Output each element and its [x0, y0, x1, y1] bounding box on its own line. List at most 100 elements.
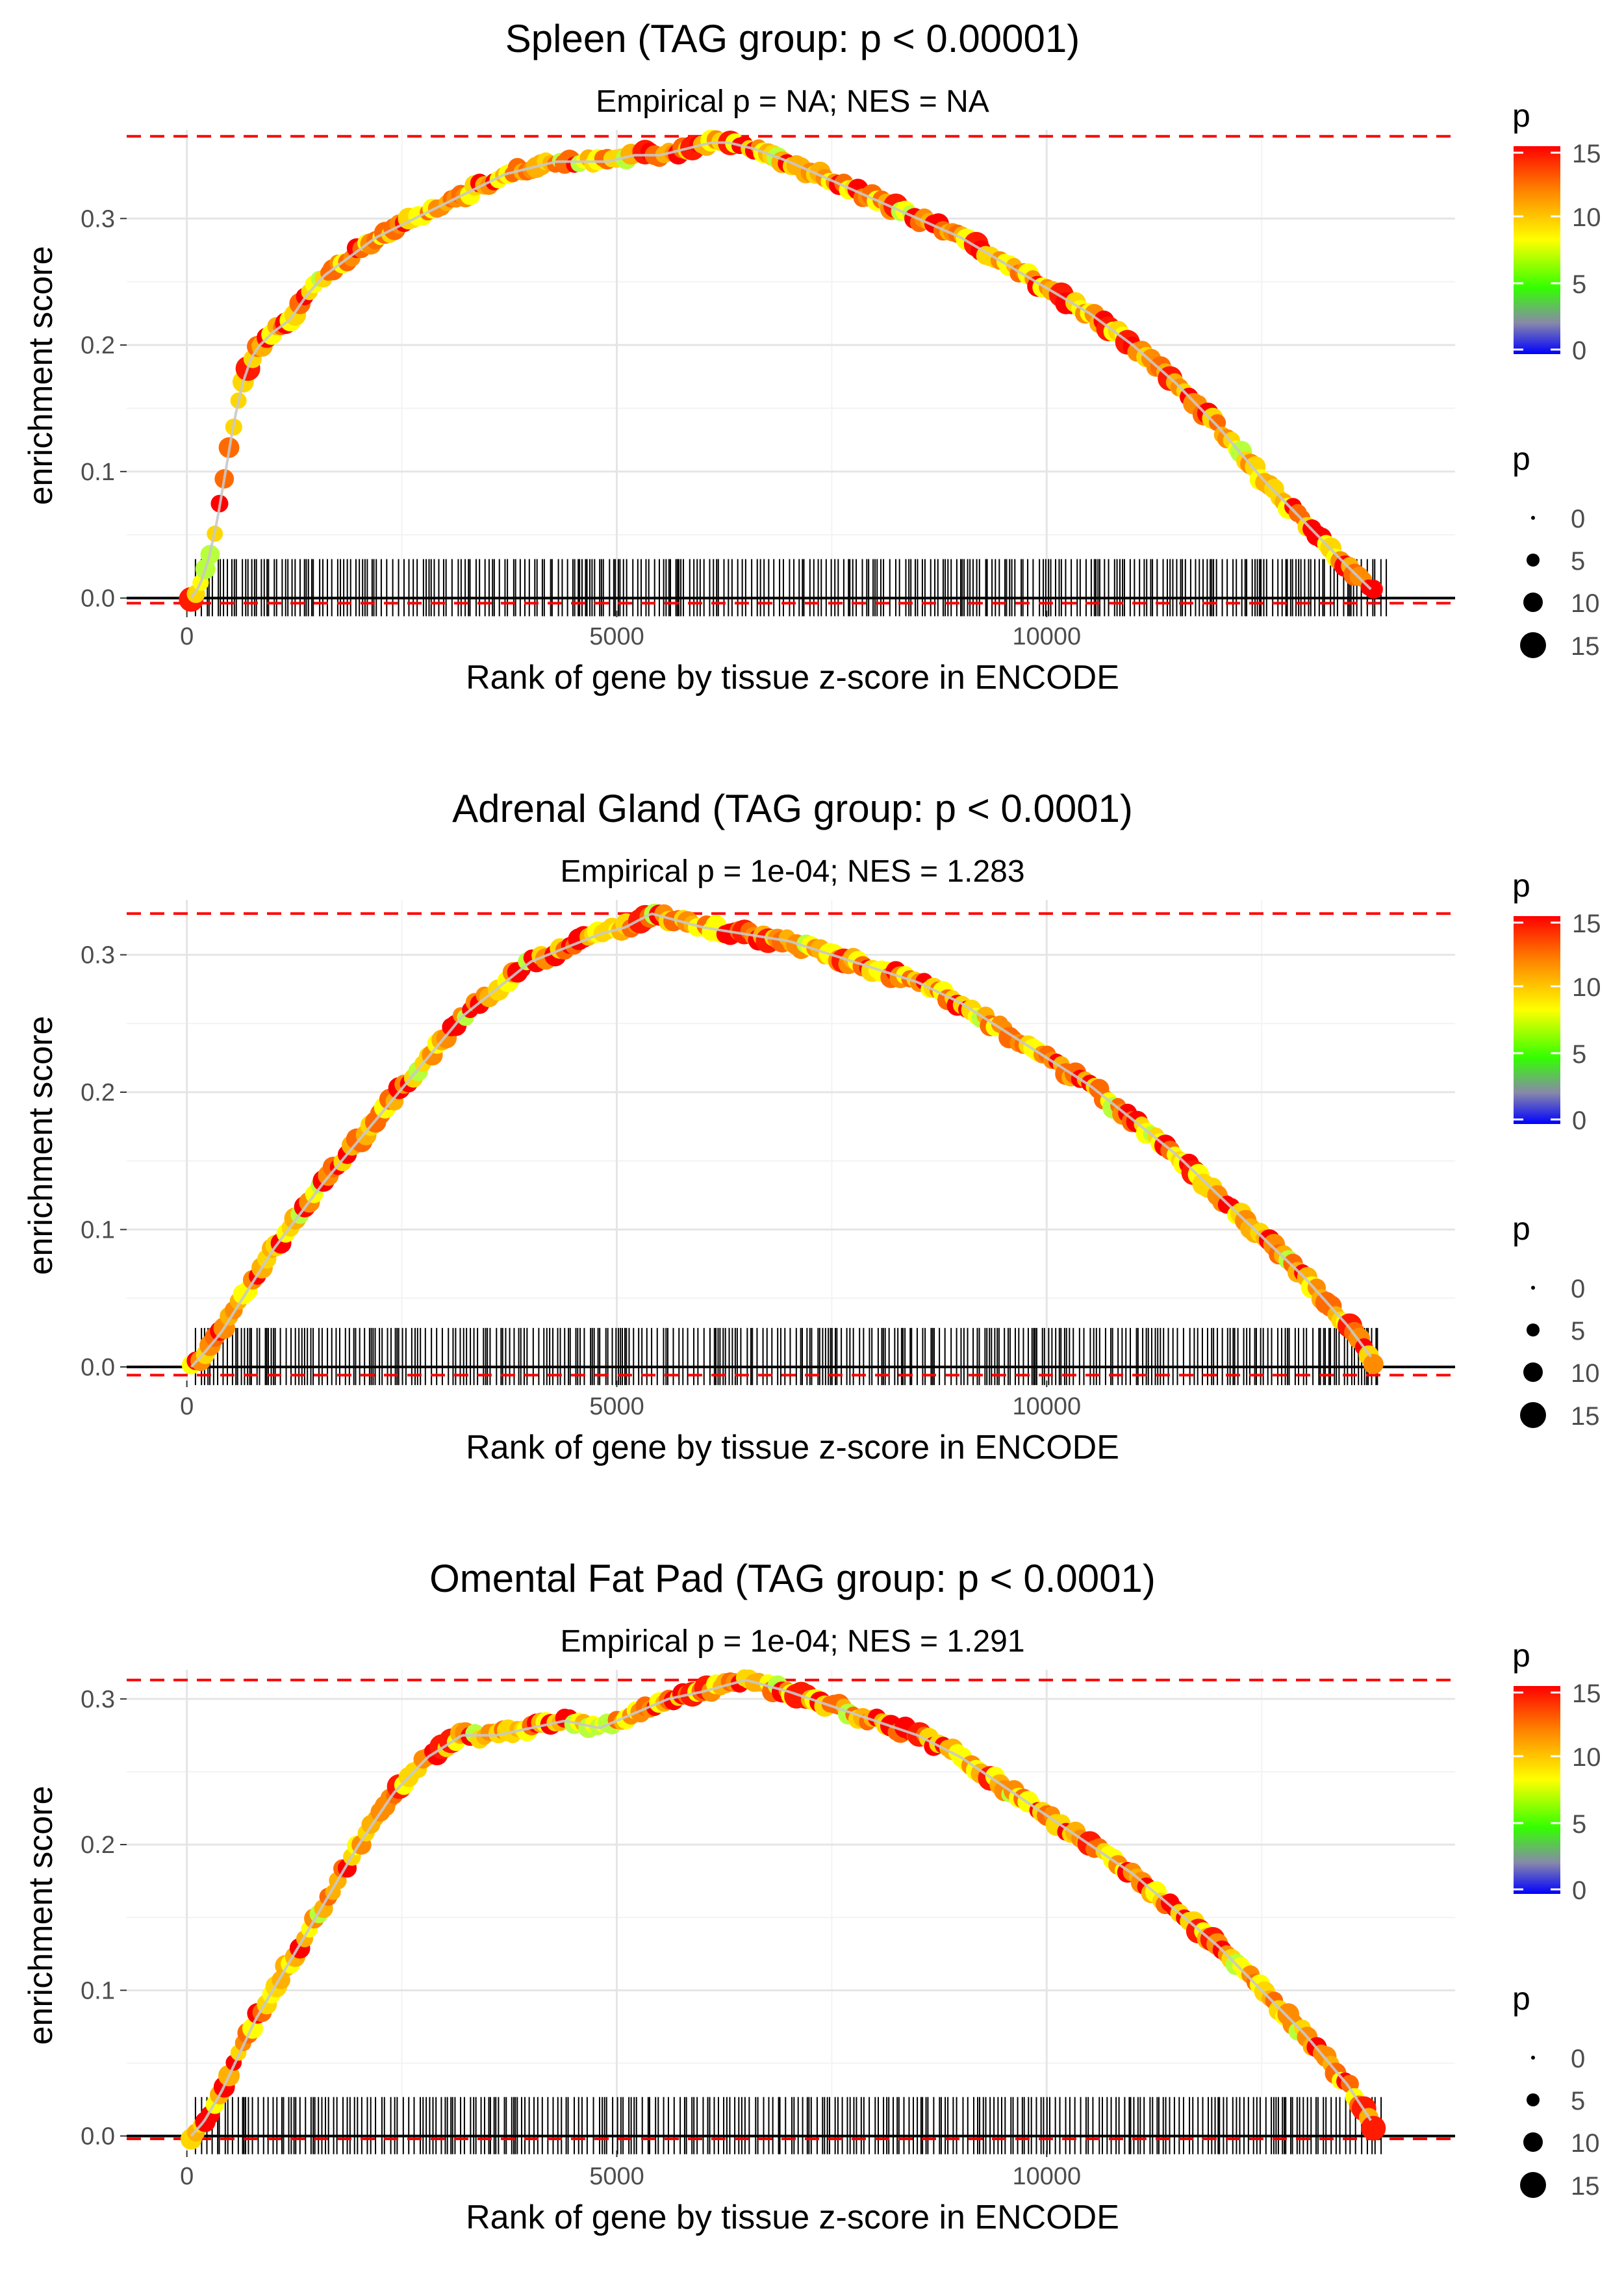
panel-2-ytick-label: 0.2 [81, 1079, 115, 1106]
panel-3-size-label-5: 5 [1571, 2087, 1585, 2115]
panel-3-ytick-label: 0.3 [81, 1686, 115, 1713]
panel-1-es-line [190, 141, 1372, 599]
panel-2-size-key-10 [1523, 1362, 1543, 1382]
panel-2-colorbar [1514, 916, 1560, 1124]
panel-3: Omental Fat Pad (TAG group: p < 0.0001) … [22, 1557, 1601, 2236]
panel-2-subtitle: Empirical p = 1e-04; NES = 1.283 [560, 854, 1024, 889]
panel-1-colorbar-label-0: 0 [1572, 337, 1586, 365]
panel-2-title: Adrenal Gland (TAG group: p < 0.0001) [452, 787, 1133, 830]
panel-3-ytick-label: 0.1 [81, 1977, 115, 2004]
panel-2-ylabel: enrichment score [22, 1016, 60, 1275]
panel-1-xlabel: Rank of gene by tissue z-score in ENCODE [466, 659, 1119, 696]
panel-2-ytick-label: 0.0 [81, 1354, 115, 1381]
panel-2-ytick-label: 0.1 [81, 1216, 115, 1244]
panel-1-size-key-15 [1520, 632, 1546, 658]
panel-3-es-line [190, 1679, 1372, 2137]
panel-2-size-legend-title: p [1512, 1210, 1530, 1247]
panel-1-colorbar [1514, 146, 1560, 354]
panel-3-size-label-0: 0 [1571, 2045, 1585, 2073]
panel-2-color-legend-title: p [1512, 867, 1530, 904]
panel-1-subtitle: Empirical p = NA; NES = NA [596, 84, 989, 119]
panel-1-size-label-15: 15 [1571, 632, 1600, 661]
panel-1-size-key-5 [1527, 554, 1540, 567]
panel-3-es-points [180, 1669, 1386, 2150]
panel-3-size-key-15 [1520, 2172, 1546, 2198]
panel-3-es-point [1361, 2115, 1386, 2141]
panel-3-size-label-10: 10 [1571, 2129, 1600, 2158]
panel-2-plot: 0.0 0.1 0.2 0.3 0 5000 10000 [81, 900, 1455, 1420]
panel-2-hit-rug [194, 1327, 1378, 1385]
panel-3-xlabel: Rank of gene by tissue z-score in ENCODE [466, 2199, 1119, 2236]
panel-3-plot: 0.0 0.1 0.2 0.3 0 5000 10000 [81, 1669, 1455, 2190]
panel-1-size-legend-title: p [1512, 441, 1530, 477]
panel-1-size-key-10 [1523, 593, 1543, 612]
panel-3-size-key-10 [1523, 2132, 1543, 2152]
panel-1-size-key-0 [1531, 516, 1535, 520]
panel-2-size-label-0: 0 [1571, 1275, 1585, 1303]
panel-1-ylabel: enrichment score [22, 246, 60, 505]
panel-1-plot: 0.0 0.1 0.2 0.3 0 5000 10000 [81, 129, 1455, 650]
panel-2-color-legend: p 15 10 5 0 [1512, 867, 1601, 1135]
panel-3-color-legend-title: p [1512, 1637, 1530, 1674]
panel-1-xtick-label: 10000 [1012, 623, 1081, 650]
panel-1-size-legend: p 0 5 10 15 [1512, 441, 1600, 661]
panel-3-colorbar-label-0: 0 [1572, 1876, 1586, 1905]
panel-1-colorbar-label-5: 5 [1572, 270, 1586, 299]
panel-3-size-legend: p 0 5 10 15 [1512, 1980, 1600, 2201]
panel-3-xtick-label: 0 [180, 2163, 194, 2190]
panel-1-ytick-label: 0.2 [81, 332, 115, 359]
panel-1-color-legend-title: p [1512, 97, 1530, 134]
panel-1-colorbar-label-15: 15 [1572, 140, 1601, 168]
panel-2-size-label-5: 5 [1571, 1317, 1585, 1346]
panel-3-subtitle: Empirical p = 1e-04; NES = 1.291 [560, 1624, 1024, 1659]
panel-2-es-point [1363, 1353, 1384, 1375]
panel-3-ylabel: enrichment score [22, 1786, 60, 2045]
panel-3-color-legend: p 15 10 5 0 [1512, 1637, 1601, 1905]
panel-3-colorbar-label-10: 10 [1572, 1743, 1601, 1772]
panel-3-xtick-label: 5000 [589, 2163, 644, 2190]
panel-1-size-label-5: 5 [1571, 547, 1585, 576]
panel-1: Spleen (TAG group: p < 0.00001) Empirica… [22, 17, 1601, 696]
panel-1-ytick-label: 0.0 [81, 585, 115, 613]
panel-3-colorbar-label-5: 5 [1572, 1810, 1586, 1839]
panel-3-title: Omental Fat Pad (TAG group: p < 0.0001) [429, 1557, 1156, 1600]
panel-2-size-key-5 [1527, 1323, 1540, 1336]
panel-1-title: Spleen (TAG group: p < 0.00001) [505, 17, 1080, 60]
panel-2-colorbar-label-10: 10 [1572, 973, 1601, 1002]
panel-1-size-label-10: 10 [1571, 589, 1600, 618]
panel-2-colorbar-label-15: 15 [1572, 910, 1601, 938]
panel-1-ytick-label: 0.1 [81, 459, 115, 486]
panel-1-es-points [179, 129, 1383, 612]
panel-1-color-legend: p 15 10 5 0 [1512, 97, 1601, 365]
panel-2-xtick-label: 10000 [1012, 1393, 1081, 1420]
panel-3-size-key-5 [1527, 2093, 1540, 2106]
panel-2-xtick-label: 5000 [589, 1393, 644, 1420]
panel-2-size-key-15 [1520, 1402, 1546, 1428]
panel-3-colorbar-label-15: 15 [1572, 1680, 1601, 1708]
panel-2-xlabel: Rank of gene by tissue z-score in ENCODE [466, 1429, 1119, 1466]
panel-2-xtick-label: 0 [180, 1393, 194, 1420]
panel-1-size-label-0: 0 [1571, 505, 1585, 533]
panel-2-size-label-10: 10 [1571, 1359, 1600, 1388]
panel-1-ytick-label: 0.3 [81, 205, 115, 233]
panel-1-xtick-label: 5000 [589, 623, 644, 650]
panel-2-ytick-label: 0.3 [81, 942, 115, 969]
panel-3-ytick-label: 0.0 [81, 2123, 115, 2151]
panel-2-size-key-0 [1531, 1286, 1535, 1290]
panel-3-hit-rug [194, 2097, 1382, 2154]
panel-2-size-label-15: 15 [1571, 1402, 1600, 1431]
panel-3-size-key-0 [1531, 2056, 1535, 2060]
panel-1-xtick-label: 0 [180, 623, 194, 650]
panel-2-colorbar-label-5: 5 [1572, 1040, 1586, 1069]
panel-3-size-legend-title: p [1512, 1980, 1530, 2017]
panel-2-es-points [181, 903, 1384, 1375]
panel-2-colorbar-label-0: 0 [1572, 1106, 1586, 1135]
panel-1-colorbar-label-10: 10 [1572, 203, 1601, 232]
panel-3-ytick-label: 0.2 [81, 1832, 115, 1859]
panel-3-xtick-label: 10000 [1012, 2163, 1081, 2190]
panel-2-es-line [190, 912, 1372, 1368]
panel-3-size-label-15: 15 [1571, 2172, 1600, 2201]
panel-3-colorbar [1514, 1686, 1560, 1894]
